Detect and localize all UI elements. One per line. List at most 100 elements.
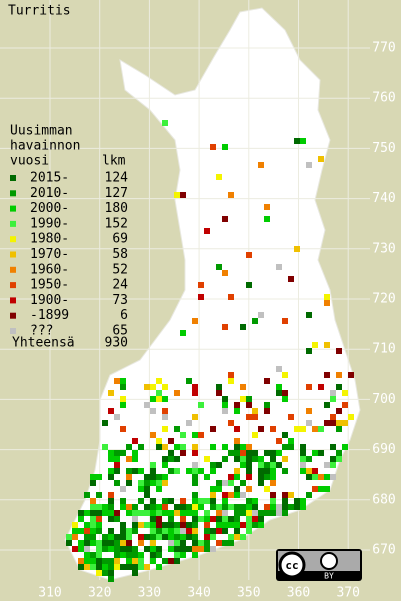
observation-square — [204, 546, 210, 552]
observation-square — [162, 522, 168, 528]
observation-square — [150, 396, 156, 402]
observation-square — [282, 504, 288, 510]
observation-square — [174, 468, 180, 474]
observation-square — [264, 450, 270, 456]
observation-square — [294, 498, 300, 504]
legend-swatch — [10, 328, 16, 334]
observation-square — [96, 504, 102, 510]
observation-square — [216, 528, 222, 534]
legend-count: 124 — [105, 171, 129, 186]
observation-square — [222, 324, 228, 330]
observation-square — [330, 456, 336, 462]
observation-square — [306, 492, 312, 498]
observation-square — [168, 456, 174, 462]
observation-square — [222, 522, 228, 528]
observation-square — [216, 462, 222, 468]
observation-square — [294, 504, 300, 510]
legend-swatch — [10, 190, 16, 197]
observation-square — [258, 462, 264, 468]
observation-square — [204, 456, 210, 462]
observation-square — [162, 462, 168, 468]
observation-square — [270, 462, 276, 468]
observation-square — [90, 540, 96, 546]
observation-square — [108, 510, 114, 516]
observation-square — [276, 390, 282, 396]
observation-square — [276, 438, 282, 444]
observation-square — [222, 402, 228, 408]
observation-square — [156, 396, 162, 402]
observation-square — [288, 504, 294, 510]
observation-square — [228, 378, 234, 384]
observation-square — [324, 294, 330, 300]
observation-square — [162, 408, 168, 414]
observation-square — [210, 426, 216, 432]
observation-square — [258, 516, 264, 522]
observation-square — [300, 498, 306, 504]
observation-square — [174, 540, 180, 546]
observation-square — [168, 522, 174, 528]
observation-square — [150, 504, 156, 510]
observation-square — [114, 534, 120, 540]
observation-square — [318, 384, 324, 390]
y-tick-label: 680 — [372, 492, 395, 507]
x-tick-label: 330 — [138, 586, 161, 601]
observation-square — [78, 564, 84, 570]
observation-square — [174, 552, 180, 558]
observation-square — [108, 456, 114, 462]
observation-square — [174, 528, 180, 534]
observation-square — [114, 462, 120, 468]
observation-square — [150, 432, 156, 438]
y-tick-label: 740 — [372, 191, 395, 206]
observation-square — [144, 522, 150, 528]
observation-square — [192, 504, 198, 510]
observation-square — [222, 540, 228, 546]
observation-square — [108, 450, 114, 456]
observation-square — [156, 564, 162, 570]
observation-square — [126, 456, 132, 462]
observation-square — [246, 468, 252, 474]
observation-square — [222, 516, 228, 522]
observation-square — [66, 540, 72, 546]
observation-square — [324, 474, 330, 480]
observation-square — [228, 450, 234, 456]
observation-square — [150, 546, 156, 552]
observation-square — [168, 498, 174, 504]
observation-square — [174, 522, 180, 528]
observation-square — [150, 540, 156, 546]
license-badge: cc BY — [276, 549, 362, 581]
observation-square — [138, 540, 144, 546]
legend-header: Uusimman — [10, 124, 73, 139]
observation-square — [102, 564, 108, 570]
observation-square — [336, 456, 342, 462]
observation-square — [114, 552, 120, 558]
observation-square — [312, 342, 318, 348]
y-tick-label: 710 — [372, 342, 395, 357]
observation-square — [102, 504, 108, 510]
observation-square — [180, 498, 186, 504]
observation-square — [108, 534, 114, 540]
observation-square — [264, 402, 270, 408]
observation-square — [162, 510, 168, 516]
observation-square — [198, 294, 204, 300]
observation-square — [204, 228, 210, 234]
observation-square — [96, 570, 102, 576]
observation-square — [192, 462, 198, 468]
observation-square — [78, 516, 84, 522]
observation-square — [234, 444, 240, 450]
observation-square — [126, 534, 132, 540]
observation-square — [216, 504, 222, 510]
observation-square — [234, 486, 240, 492]
observation-square — [96, 474, 102, 480]
observation-square — [270, 498, 276, 504]
observation-square — [252, 498, 258, 504]
title: Turritis — [8, 4, 71, 19]
observation-square — [258, 474, 264, 480]
observation-square — [108, 390, 114, 396]
observation-square — [180, 522, 186, 528]
observation-square — [162, 426, 168, 432]
observation-square — [324, 402, 330, 408]
observation-square — [234, 456, 240, 462]
observation-square — [192, 468, 198, 474]
observation-square — [156, 516, 162, 522]
